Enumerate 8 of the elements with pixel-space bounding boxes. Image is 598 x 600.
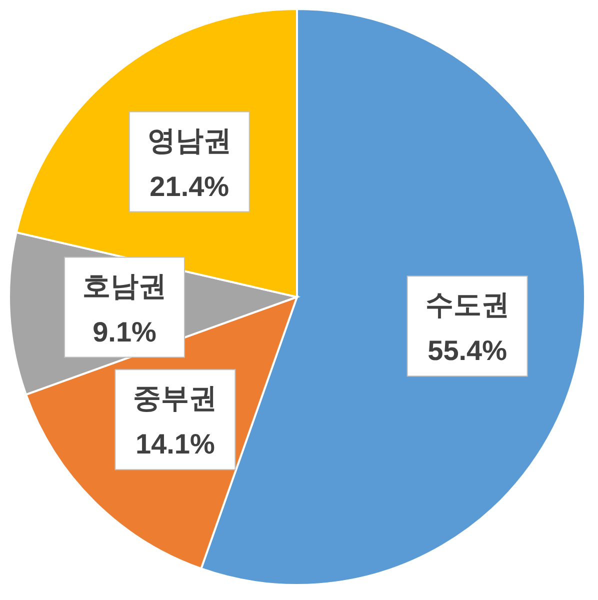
slice-label: 수도권 <box>425 289 510 320</box>
slice-label: 중부권 <box>133 382 218 414</box>
data-label: 55.4% <box>428 335 508 366</box>
data-label: 21.4% <box>150 170 230 202</box>
data-label: 14.1% <box>135 428 215 460</box>
slice-label: 영남권 <box>147 124 232 156</box>
data-label: 9.1% <box>92 316 157 348</box>
slice-label: 호남권 <box>82 270 167 302</box>
